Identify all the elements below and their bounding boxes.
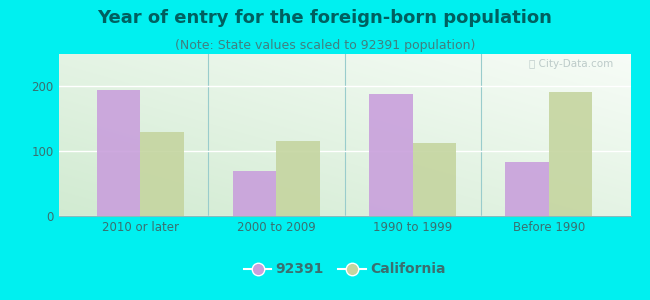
- Bar: [140, 132, 184, 216]
- Text: Year of entry for the foreign-born population: Year of entry for the foreign-born popul…: [98, 9, 552, 27]
- Bar: [97, 90, 140, 216]
- Bar: [505, 162, 549, 216]
- Bar: [413, 143, 456, 216]
- Text: (Note: State values scaled to 92391 population): (Note: State values scaled to 92391 popu…: [175, 39, 475, 52]
- Bar: [233, 171, 276, 216]
- Bar: [276, 142, 320, 216]
- Bar: [369, 94, 413, 216]
- Legend: 92391, California: 92391, California: [238, 257, 451, 282]
- Text: ⓘ City-Data.com: ⓘ City-Data.com: [529, 59, 614, 69]
- Bar: [549, 92, 592, 216]
